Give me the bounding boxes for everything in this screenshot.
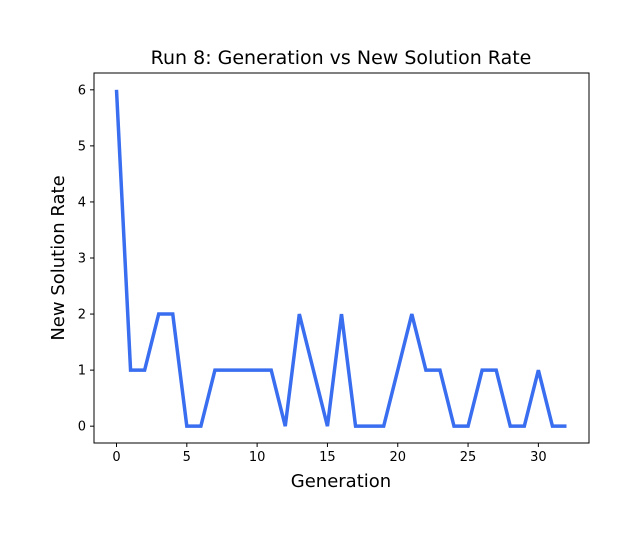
y-tick-label: 1 — [78, 364, 86, 379]
y-tick-label: 2 — [78, 308, 86, 323]
x-tick-label: 15 — [319, 450, 336, 465]
y-tick-label: 5 — [78, 139, 86, 154]
x-tick-label: 20 — [389, 450, 406, 465]
series-line-0 — [114, 89, 567, 428]
y-axis: 0 1 2 3 4 5 6 — [78, 83, 94, 435]
y-axis-label: New Solution Rate — [48, 175, 69, 340]
y-tick-label: 3 — [78, 252, 86, 267]
x-tick-label: 0 — [112, 450, 120, 465]
y-tick-label: 0 — [78, 420, 86, 435]
x-tick-label: 30 — [530, 450, 547, 465]
y-tick-label: 6 — [78, 83, 86, 98]
x-axis-label: Generation — [291, 471, 391, 492]
axes-frame — [93, 72, 590, 444]
chart-title: Run 8: Generation vs New Solution Rate — [151, 47, 532, 69]
plot-area — [114, 89, 567, 428]
x-tick-label: 10 — [249, 450, 266, 465]
y-tick-label: 4 — [78, 195, 86, 210]
x-tick-label: 5 — [183, 450, 191, 465]
x-tick-label: 25 — [460, 450, 477, 465]
x-axis: 0 5 10 15 20 25 30 — [112, 443, 547, 465]
